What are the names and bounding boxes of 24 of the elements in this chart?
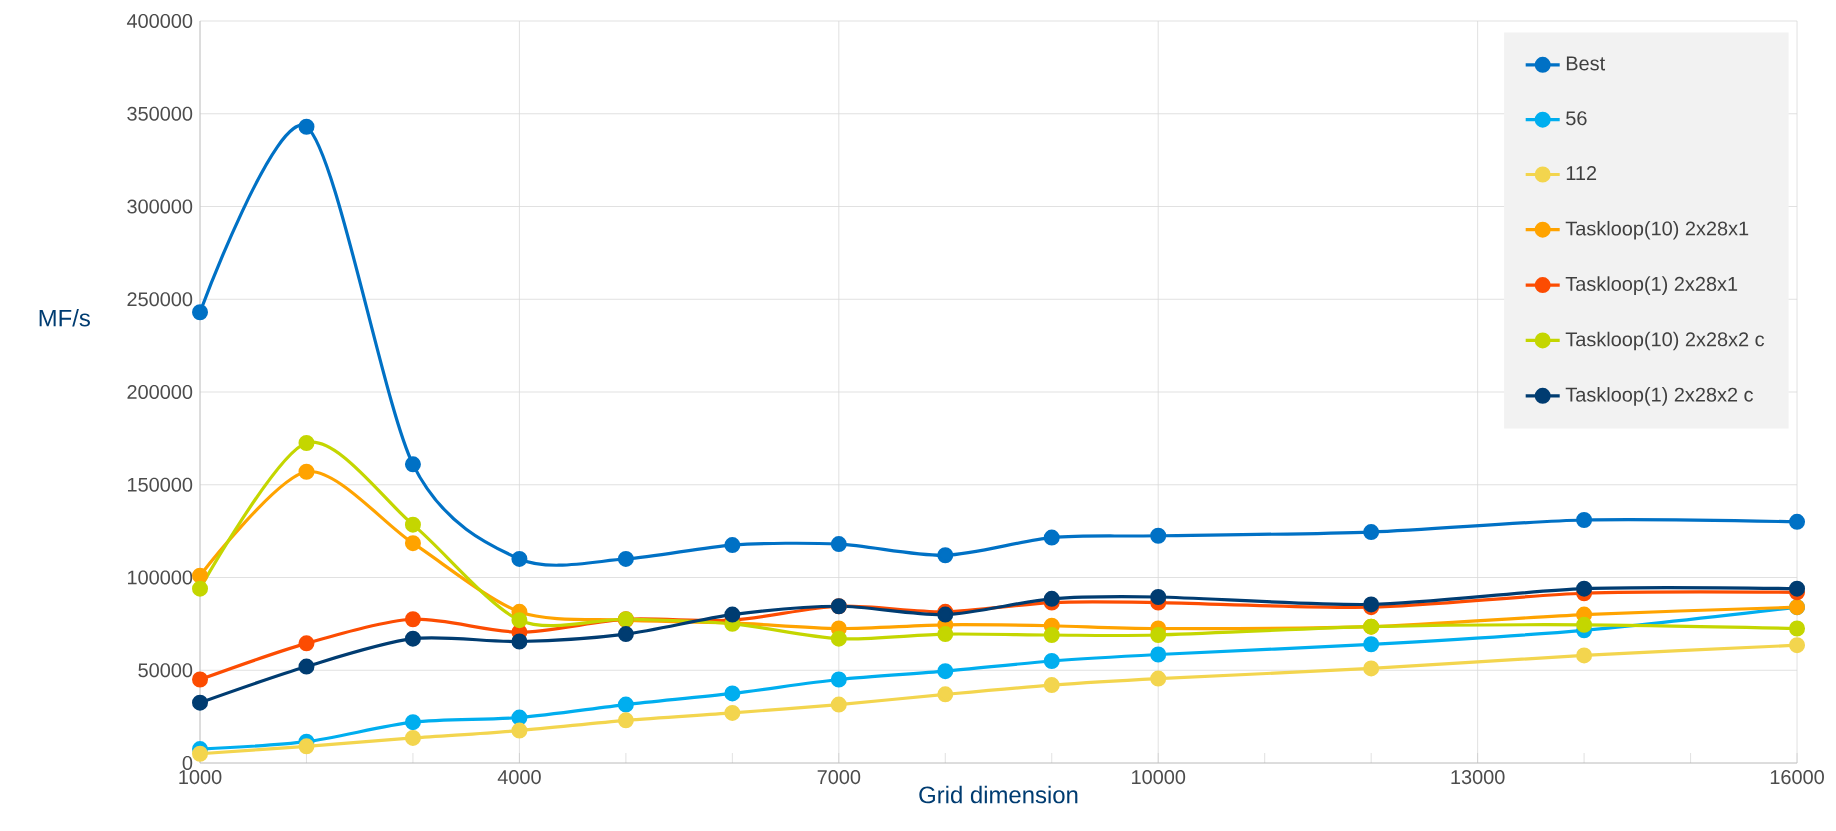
y-tick-label: 350000 xyxy=(127,106,193,121)
x-axis-title: Grid dimension xyxy=(919,785,1078,804)
legend-label: Taskloop(10) 2x28x2 c xyxy=(1565,331,1765,351)
x-tick-label: 10000 xyxy=(1132,770,1186,785)
legend-label: Taskloop(1) 2x28x1 xyxy=(1565,276,1738,295)
y-tick-label: 400000 xyxy=(126,13,193,29)
y-tick-label: 50000 xyxy=(138,663,193,678)
y-tick-label: 150000 xyxy=(128,477,193,492)
legend-label: Taskloop(1) 2x28x2 c xyxy=(1565,387,1753,406)
y-axis-title: MF/s xyxy=(39,309,90,327)
y-tick-label: 0 xyxy=(182,755,193,771)
legend-label: Best xyxy=(1566,56,1606,71)
y-tick-label: 300000 xyxy=(127,199,193,214)
legend-label: Taskloop(10) 2x28x1 xyxy=(1565,220,1749,240)
legend-label: 112 xyxy=(1566,166,1597,180)
y-tick-label: 200000 xyxy=(127,384,193,400)
x-tick-label: 16000 xyxy=(1770,770,1824,785)
y-tick-label: 100000 xyxy=(128,570,193,585)
y-tick-label: 250000 xyxy=(127,292,193,307)
x-tick-label: 7000 xyxy=(817,770,861,785)
x-tick-label: 13000 xyxy=(1451,770,1505,785)
x-tick-label: 4000 xyxy=(497,770,541,785)
legend-label: 56 xyxy=(1566,111,1587,126)
x-tick-label: 1000 xyxy=(179,770,222,785)
